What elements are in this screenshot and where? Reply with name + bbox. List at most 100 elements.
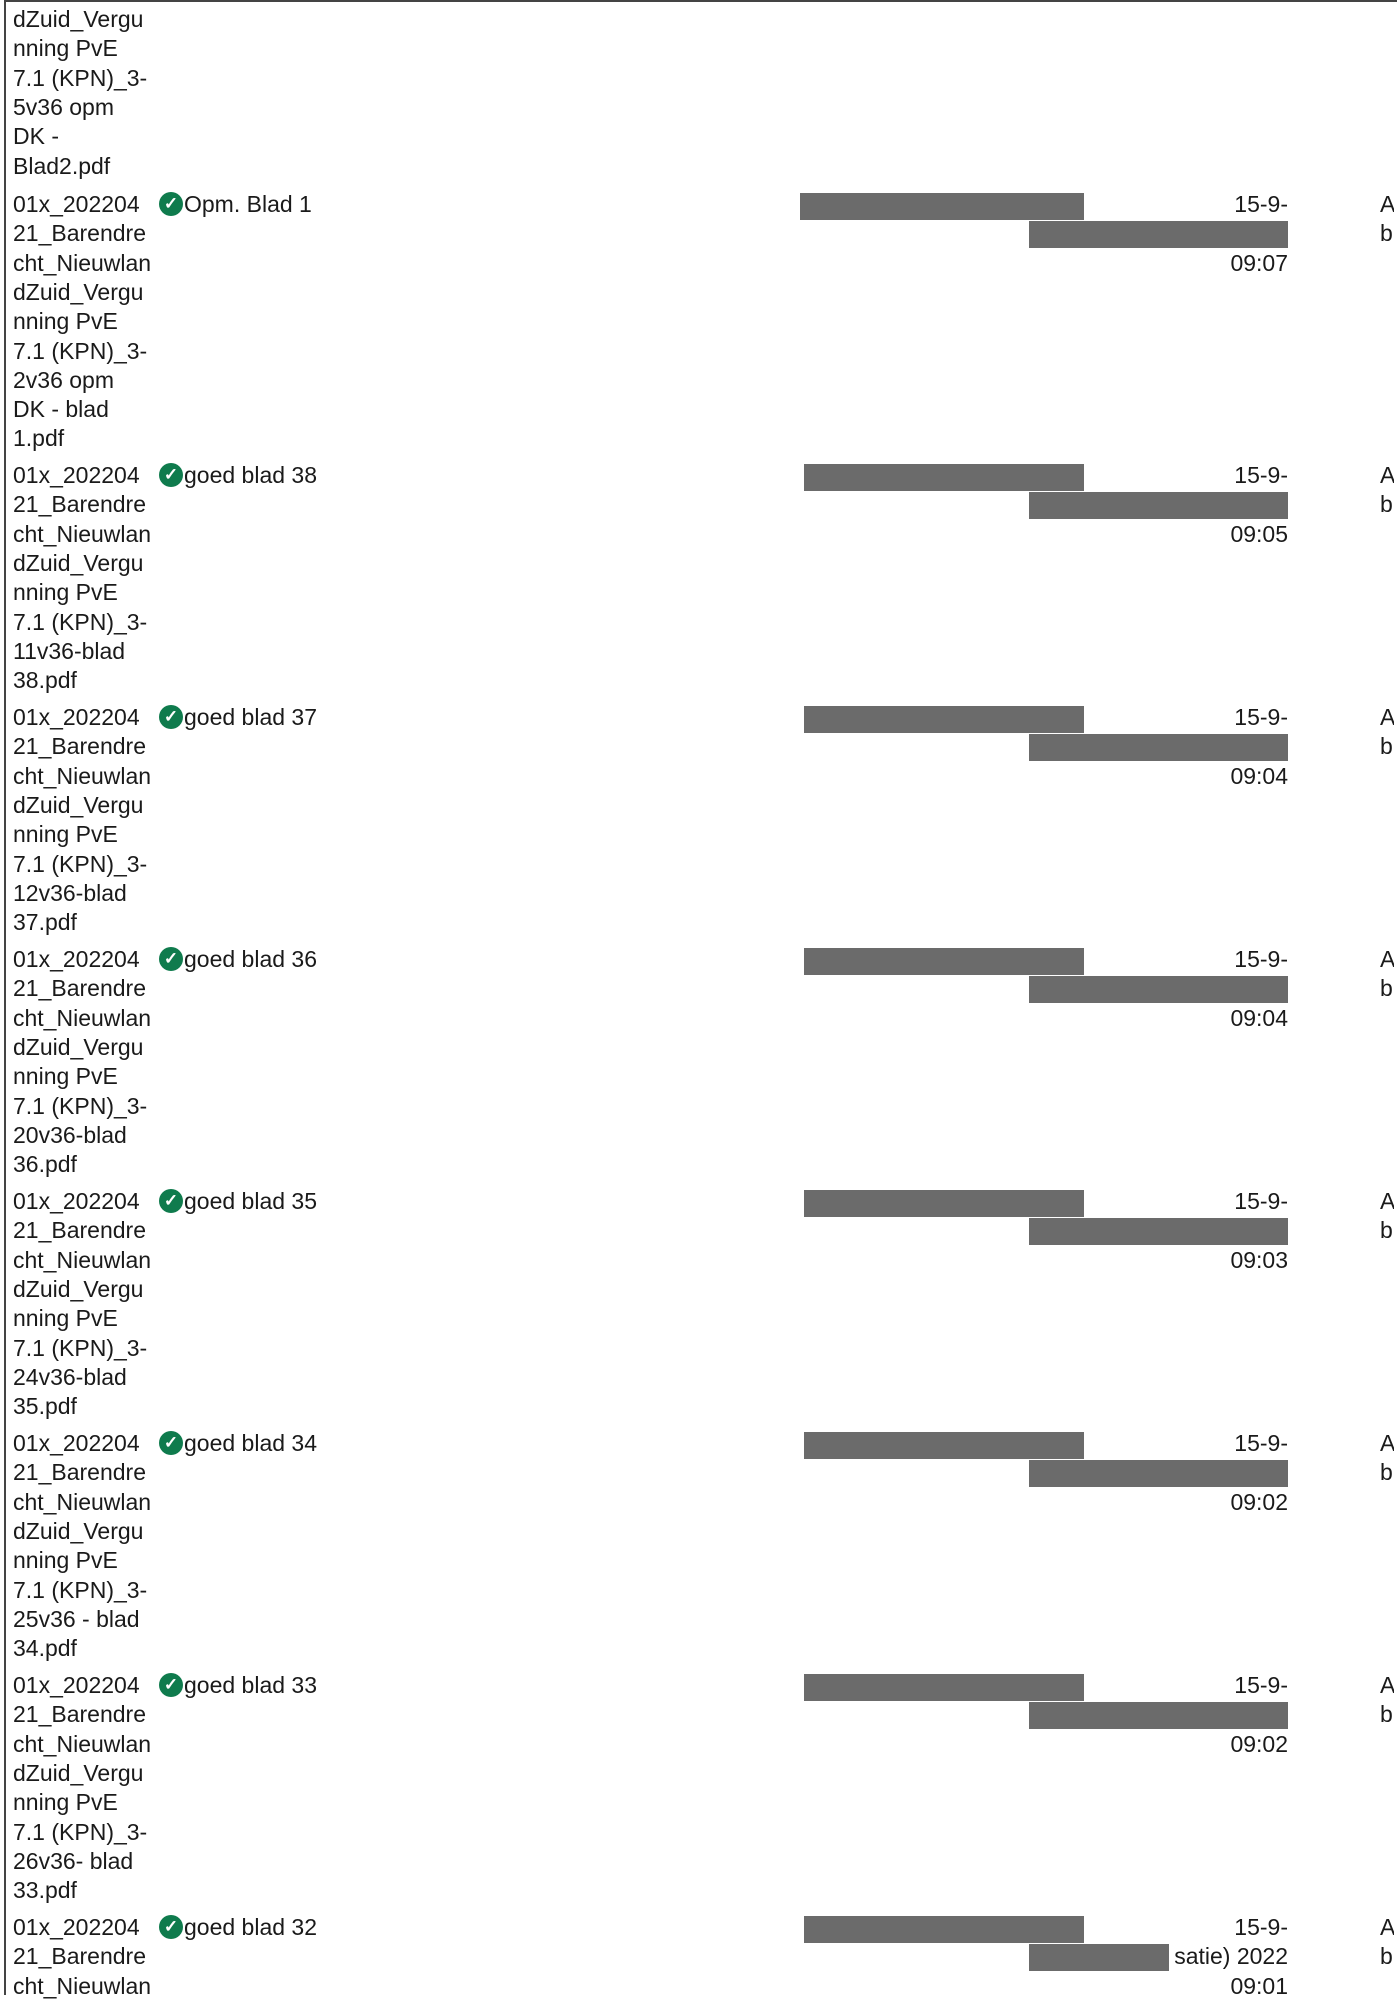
check-circle-icon: ✓ [159, 1189, 183, 1213]
time-text: 09:03 [1230, 1246, 1288, 1273]
date-text: 15-9- [1234, 1914, 1288, 1940]
table-border-left [4, 0, 6, 1995]
date-text: 15-9- [1234, 704, 1288, 730]
file-name-line: cht_Nieuwlan [13, 520, 152, 547]
file-name-line: 01x_202204 [13, 1430, 140, 1456]
file-name-line: 01x_202204 [13, 704, 140, 730]
file-name-line: dZuid_Vergu [13, 791, 144, 818]
truncated-column-text: A [1380, 191, 1394, 217]
file-name-line: 33.pdf [13, 1877, 77, 1904]
redacted-author [804, 1432, 1084, 1459]
truncated-column-text: A [1380, 946, 1394, 972]
truncated-column-text: A [1380, 462, 1394, 488]
file-name-line: dZuid_Vergu [13, 1275, 144, 1302]
redacted-author [804, 1674, 1084, 1701]
file-name-line: 5v36 opm [13, 93, 115, 120]
date-text: 15-9- [1234, 1430, 1288, 1456]
redacted-author [800, 193, 1084, 220]
file-name-line: 20v36-blad [13, 1121, 127, 1148]
file-name-line: 21_Barendre [13, 1701, 146, 1728]
file-name-line: 7.1 (KPN)_3- [13, 1576, 148, 1603]
file-name-line: cht_Nieuwlan [13, 1972, 152, 1999]
check-circle-icon: ✓ [159, 947, 183, 971]
redacted-field [1029, 1944, 1169, 1972]
file-name-line: DK - blad [13, 396, 109, 423]
comment-text: goed blad 33 [184, 1672, 318, 1698]
file-name-line: 21_Barendre [13, 220, 146, 247]
redacted-author [804, 1190, 1084, 1217]
file-name-line: 11v36-blad [13, 637, 126, 664]
date-text: 15-9- [1234, 946, 1288, 972]
truncated-column-text: A [1380, 1430, 1394, 1456]
date-text: 15-9- [1234, 191, 1288, 217]
file-name-line: cht_Nieuwlan [13, 1730, 152, 1757]
time-text: 09:05 [1230, 520, 1288, 547]
time-text: 09:01 [1230, 1972, 1288, 1999]
redacted-author [804, 706, 1084, 733]
file-name-line: 01x_202204 [13, 1672, 140, 1698]
file-name-line: 36.pdf [13, 1151, 77, 1178]
file-name-line: 35.pdf [13, 1393, 77, 1420]
time-text: 09:02 [1230, 1488, 1288, 1515]
comment-text: goed blad 38 [184, 462, 318, 488]
truncated-column-text: b [1380, 1701, 1393, 1728]
redacted-author [804, 948, 1084, 975]
check-circle-icon: ✓ [159, 192, 183, 216]
file-name-line: cht_Nieuwlan [13, 249, 152, 276]
redacted-field [1029, 492, 1288, 520]
file-name-line: dZuid_Vergu [13, 6, 144, 32]
file-name-line: 21_Barendre [13, 1217, 146, 1244]
time-text: 09:02 [1230, 1730, 1288, 1757]
truncated-column-text: A [1380, 704, 1394, 730]
file-name-line: cht_Nieuwlan [13, 1246, 152, 1273]
file-name-line: 2v36 opm [13, 366, 115, 393]
truncated-column-text: A [1380, 1914, 1394, 1940]
file-name-line: nning PvE [13, 308, 118, 335]
comment-text: goed blad 37 [184, 704, 318, 730]
file-name-line: 7.1 (KPN)_3- [13, 1818, 148, 1845]
file-name-line: 38.pdf [13, 667, 77, 694]
file-name-line: 1.pdf [13, 425, 65, 452]
file-name-line: 7.1 (KPN)_3- [13, 64, 148, 91]
file-name-line: 7.1 (KPN)_3- [13, 1334, 148, 1361]
comment-text: goed blad 32 [184, 1914, 318, 1940]
file-name-line: nning PvE [13, 1547, 118, 1574]
redacted-field [1029, 221, 1288, 249]
file-name-line: dZuid_Vergu [13, 1033, 144, 1060]
check-circle-icon: ✓ [159, 463, 183, 487]
truncated-column-text: A [1380, 1672, 1394, 1698]
file-name-line: 01x_202204 [13, 191, 140, 217]
truncated-column-text: A [1380, 1188, 1394, 1214]
comment-text: goed blad 35 [184, 1188, 318, 1214]
file-name-line: 01x_202204 [13, 1914, 140, 1940]
comment-text: goed blad 34 [184, 1430, 318, 1456]
redacted-field [1029, 976, 1288, 1004]
file-name-line: nning PvE [13, 35, 118, 62]
file-name-line: nning PvE [13, 821, 118, 848]
comment-text: Opm. Blad 1 [184, 191, 312, 217]
redacted-field [1029, 1702, 1288, 1730]
file-name-line: dZuid_Vergu [13, 1759, 144, 1786]
file-name-line: dZuid_Vergu [13, 1517, 144, 1544]
file-name-line: cht_Nieuwlan [13, 1004, 152, 1031]
time-text: 09:04 [1230, 1004, 1288, 1031]
file-name-line: Blad2.pdf [13, 152, 111, 179]
file-name-line: 01x_202204 [13, 946, 140, 972]
file-name-line: 21_Barendre [13, 1459, 146, 1486]
date-text: satie) 2022 [1174, 1943, 1288, 1970]
check-circle-icon: ✓ [159, 1673, 183, 1697]
truncated-column-text: b [1380, 1943, 1393, 1970]
file-name-line: 34.pdf [13, 1635, 77, 1662]
date-text: 15-9- [1234, 1672, 1288, 1698]
file-name-line: 21_Barendre [13, 491, 146, 518]
file-name-line: 01x_202204 [13, 462, 140, 488]
comment-text: goed blad 36 [184, 946, 318, 972]
date-text: 15-9- [1234, 1188, 1288, 1214]
file-name-line: nning PvE [13, 1063, 118, 1090]
truncated-column-text: b [1380, 491, 1393, 518]
time-text: 09:07 [1230, 249, 1288, 276]
time-text: 09:04 [1230, 762, 1288, 789]
file-name-line: 7.1 (KPN)_3- [13, 608, 148, 635]
redacted-field [1029, 1460, 1288, 1488]
